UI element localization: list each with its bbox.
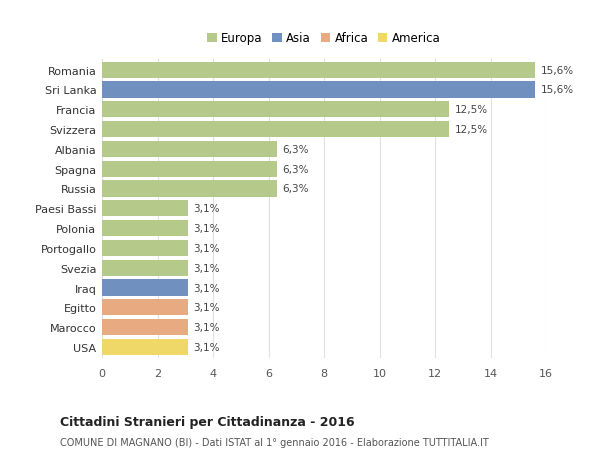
Text: COMUNE DI MAGNANO (BI) - Dati ISTAT al 1° gennaio 2016 - Elaborazione TUTTITALIA: COMUNE DI MAGNANO (BI) - Dati ISTAT al 1… bbox=[60, 437, 489, 447]
Text: 15,6%: 15,6% bbox=[541, 85, 574, 95]
Text: 12,5%: 12,5% bbox=[454, 105, 488, 115]
Bar bbox=[102, 62, 535, 78]
Bar bbox=[102, 201, 188, 217]
Text: 3,1%: 3,1% bbox=[194, 322, 220, 332]
Text: 3,1%: 3,1% bbox=[194, 224, 220, 234]
Text: 3,1%: 3,1% bbox=[194, 263, 220, 273]
Bar bbox=[102, 102, 449, 118]
Text: Cittadini Stranieri per Cittadinanza - 2016: Cittadini Stranieri per Cittadinanza - 2… bbox=[60, 415, 355, 428]
Bar bbox=[102, 181, 277, 197]
Text: 3,1%: 3,1% bbox=[194, 243, 220, 253]
Text: 15,6%: 15,6% bbox=[541, 66, 574, 76]
Text: 6,3%: 6,3% bbox=[283, 145, 309, 155]
Legend: Europa, Asia, Africa, America: Europa, Asia, Africa, America bbox=[205, 30, 443, 47]
Text: 3,1%: 3,1% bbox=[194, 302, 220, 313]
Bar bbox=[102, 339, 188, 355]
Bar bbox=[102, 161, 277, 178]
Bar bbox=[102, 280, 188, 296]
Text: 6,3%: 6,3% bbox=[283, 164, 309, 174]
Bar bbox=[102, 240, 188, 257]
Text: 6,3%: 6,3% bbox=[283, 184, 309, 194]
Text: 3,1%: 3,1% bbox=[194, 204, 220, 214]
Bar bbox=[102, 260, 188, 276]
Bar bbox=[102, 220, 188, 237]
Text: 12,5%: 12,5% bbox=[454, 125, 488, 135]
Text: 3,1%: 3,1% bbox=[194, 342, 220, 352]
Bar bbox=[102, 141, 277, 158]
Bar bbox=[102, 122, 449, 138]
Text: 3,1%: 3,1% bbox=[194, 283, 220, 293]
Bar bbox=[102, 82, 535, 98]
Bar bbox=[102, 319, 188, 336]
Bar bbox=[102, 300, 188, 316]
